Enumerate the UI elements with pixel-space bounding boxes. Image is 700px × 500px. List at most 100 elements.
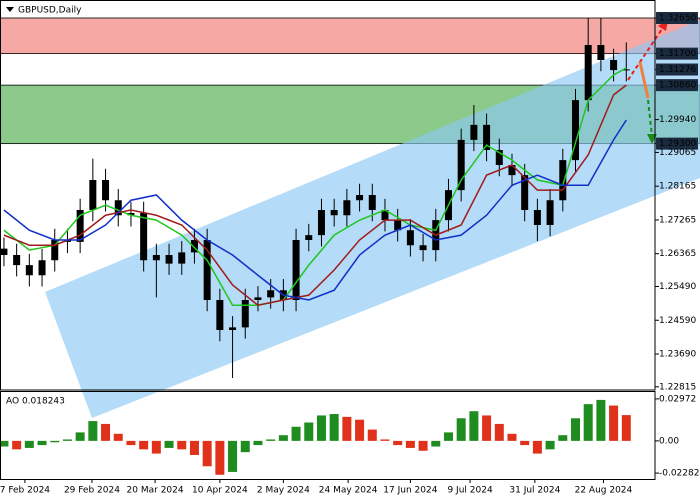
ao-bar [418, 440, 428, 451]
x-tick-label: 17 Jun 2024 [383, 486, 437, 496]
y-tick-label: 1.28165 [659, 182, 696, 192]
y-tick-box [656, 47, 698, 60]
menu-triangle [6, 7, 14, 12]
candle-body [229, 327, 237, 330]
ao-bar [164, 440, 174, 448]
ao-bar [228, 440, 238, 472]
y-tick-label: 1.24590 [659, 316, 696, 326]
x-tick-label: 31 Jul 2024 [509, 486, 560, 496]
ao-bar [545, 440, 555, 450]
candle-body [76, 210, 84, 242]
y-tick-label: 1.29300 [659, 139, 696, 149]
candle-body [51, 240, 59, 261]
candle-body [597, 45, 605, 60]
y-tick-box [656, 137, 698, 150]
ao-label: AO 0.018243 [6, 397, 65, 407]
ao-bar [24, 440, 34, 448]
ao-bar [609, 405, 619, 441]
y-tick-label: 1.30860 [659, 81, 696, 91]
candle-body [102, 180, 110, 201]
ao-bar [507, 433, 517, 441]
main-frame [0, 0, 656, 391]
ao-bar [456, 418, 466, 441]
ao-bar [151, 440, 161, 454]
candle-body [584, 45, 592, 101]
ao-bar [342, 416, 352, 441]
y-tick-label: 1.23690 [659, 350, 696, 360]
candle-body [483, 124, 491, 150]
ao-bar [88, 421, 98, 441]
y-tick-label: 1.32650 [659, 14, 696, 24]
ao-bar [532, 440, 542, 454]
ao-bar [316, 415, 326, 441]
ao-bar [558, 435, 568, 441]
ao-bar [113, 433, 123, 441]
candle-body [317, 210, 325, 236]
ao-bar [126, 440, 136, 446]
ao-bar [278, 435, 288, 441]
candle-body [571, 100, 579, 161]
ao-bar [266, 439, 276, 441]
candle-body [470, 124, 478, 140]
ao-bar [12, 440, 22, 450]
plot [0, 18, 631, 475]
y-tick-label: 1.31700 [659, 49, 696, 59]
candle-body [495, 150, 503, 165]
candle-body [330, 210, 338, 216]
candle-body [406, 230, 414, 246]
ao-bar [570, 418, 580, 441]
candle-body [533, 210, 541, 225]
ao-y-tick-label: -0.022821 [659, 469, 700, 479]
ao-bar [215, 440, 225, 475]
x-tick-label: 22 Aug 2024 [575, 486, 633, 496]
chart-title: GBPUSD,Daily [18, 6, 82, 16]
candle-body [254, 297, 262, 300]
ao-bar [202, 440, 212, 467]
ao-bar [583, 404, 593, 441]
ao-bar [367, 429, 377, 441]
candle-body [508, 165, 516, 176]
candle-body [13, 255, 21, 266]
candle-body [419, 245, 427, 251]
candle-body [368, 195, 376, 210]
ao-bar [291, 426, 301, 441]
candle-body [546, 200, 554, 225]
moving-average [3, 119, 627, 301]
ao-bar [393, 440, 403, 446]
y-tick-label: 1.27265 [659, 215, 696, 225]
ao-bar [621, 415, 631, 441]
candle-body [140, 213, 148, 261]
candle-body [610, 60, 618, 71]
candle-body [203, 240, 211, 300]
candle-body [38, 260, 46, 276]
y-tick-label: 1.29940 [659, 115, 696, 125]
ao-bar [50, 440, 60, 443]
ao-bar [355, 419, 365, 441]
candle-body [152, 255, 160, 261]
candle-body [165, 255, 173, 264]
ao-bar [189, 440, 199, 455]
ao-bar [75, 432, 85, 441]
ao-bar [405, 440, 415, 448]
arrow-down [647, 99, 653, 137]
x-tick-label: 2 May 2024 [257, 486, 310, 496]
candle-body [622, 69, 630, 71]
y-tick-label: 1.26365 [659, 249, 696, 259]
ao-bar [62, 439, 72, 441]
candle-body [114, 200, 122, 216]
ao-bar [139, 440, 149, 450]
x-tick-label: 29 Feb 2024 [64, 486, 120, 496]
candle-body [305, 235, 313, 240]
y-tick-box [656, 79, 698, 92]
y-tick-label: 1.31276 [659, 65, 696, 75]
candle-body [356, 195, 364, 201]
ao-bar [431, 440, 441, 447]
y-tick-box [656, 63, 698, 76]
ao-bar [482, 415, 492, 441]
arrow-up [627, 25, 665, 81]
x-tick-label: 7 Feb 2024 [0, 486, 50, 496]
candle-body [241, 300, 249, 328]
candle-body [559, 160, 567, 201]
candle-body [216, 300, 224, 330]
ao-frame [0, 391, 656, 480]
